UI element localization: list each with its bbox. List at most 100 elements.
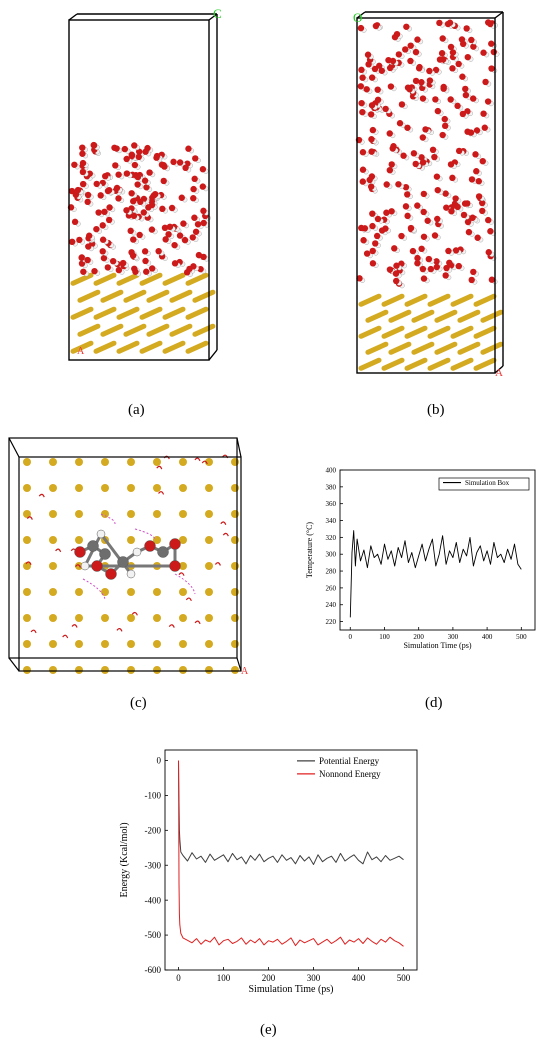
oxygen-atom (361, 225, 369, 232)
oxygen-atom (480, 110, 487, 117)
oxygen-atom (128, 190, 135, 197)
oxygen-atom (359, 74, 366, 81)
oxygen-atom (473, 127, 481, 134)
oxygen-atom (469, 95, 477, 102)
caption-a: (a) (128, 402, 145, 418)
oxygen-atom (402, 203, 410, 210)
box-label-c: C (213, 6, 222, 21)
y-axis-label: Temperature (°C) (305, 522, 314, 579)
gold-rod (473, 357, 497, 371)
oxygen-atom (85, 232, 93, 239)
x-tick-label: 100 (379, 633, 390, 641)
oxygen-atom (176, 159, 184, 166)
oxygen-atom (392, 270, 400, 277)
gold-atom (127, 458, 135, 466)
oxygen-atom (488, 276, 496, 283)
oxygen-atom (418, 154, 425, 161)
gold-rod (480, 309, 504, 323)
oxygen-atom (419, 265, 427, 273)
gold-atom (179, 614, 187, 622)
oxygen-atom (460, 211, 468, 219)
hydrogen-bond (134, 528, 156, 540)
oxygen-atom (115, 266, 123, 274)
gold-atom (75, 458, 83, 466)
oxygen-atom (91, 560, 103, 572)
water-fragment (222, 532, 229, 537)
gold-atom (127, 510, 135, 518)
caption-b: (b) (427, 402, 445, 418)
oxygen-atom (404, 212, 411, 220)
oxygen-atom (183, 269, 191, 276)
gold-rod (123, 323, 147, 337)
gold-atom (205, 666, 213, 674)
gold-atom (231, 484, 239, 492)
oxygen-atom (468, 36, 475, 44)
legend-label: Nonnond Energy (319, 769, 381, 779)
oxygen-atom (418, 79, 425, 86)
oxygen-atom (402, 46, 409, 53)
gold-slab-rods (70, 272, 216, 354)
water-fragment (25, 561, 32, 565)
chart-d-temperature: 0 100 200 300 400 500 220 240 260 280 300 320 340 360… (305, 466, 536, 650)
oxygen-atom (472, 151, 479, 158)
oxygen-atom (356, 275, 363, 282)
box-label-a: A (495, 367, 503, 379)
gold-atom (101, 614, 109, 622)
gold-atom (179, 536, 187, 544)
oxygen-atom (412, 48, 420, 56)
gold-atom (49, 536, 57, 544)
gold-atom (49, 588, 57, 596)
oxygen-atom (84, 191, 92, 199)
oxygen-atom (469, 214, 476, 221)
oxygen-atom (141, 248, 149, 255)
oxygen-atom (391, 245, 398, 252)
oxygen-atom (191, 175, 198, 183)
gold-atom (23, 666, 31, 674)
gold-atom (153, 458, 161, 466)
oxygen-atom (398, 101, 406, 108)
oxygen-atom (487, 20, 494, 28)
gold-rod (457, 341, 481, 355)
oxygen-atom (79, 159, 87, 167)
box-label-a: A (77, 346, 85, 357)
gold-atom (49, 458, 57, 466)
oxygen-atom (374, 86, 381, 93)
oxygen-atom (162, 236, 169, 243)
y-tick-label: -200 (145, 825, 162, 835)
gold-atom (205, 588, 213, 596)
oxygen-atom (357, 83, 365, 90)
panel-b-slab-model: O A (353, 10, 504, 379)
gold-atom (75, 640, 83, 648)
oxygen-atom (143, 184, 150, 191)
oxygen-atom (373, 232, 381, 240)
oxygen-atom (402, 183, 410, 191)
oxygen-atom (462, 91, 470, 99)
oxygen-atom (371, 65, 379, 73)
water-fragment (116, 628, 123, 632)
oxygen-atom (128, 152, 136, 160)
oxygen-atom (409, 247, 417, 255)
oxygen-atom (452, 195, 459, 202)
oxygen-atom (76, 236, 83, 244)
oxygen-atom (180, 220, 187, 227)
oxygen-atom (455, 147, 463, 155)
gold-rod (93, 272, 117, 286)
simulation-box-frame (8, 437, 242, 672)
series-line-1 (178, 760, 404, 947)
oxygen-atom (369, 260, 377, 267)
gold-rod (146, 323, 170, 337)
y-tick-label: -400 (145, 895, 162, 905)
oxygen-atom (80, 268, 87, 275)
gold-atom (153, 666, 161, 674)
water-fragment (194, 620, 201, 625)
oxygen-atom (420, 208, 427, 216)
oxygen-atom (90, 142, 98, 149)
gold-atom (127, 536, 135, 544)
y-tick-label: -600 (145, 965, 162, 975)
adsorbed-molecule (74, 513, 196, 600)
oxygen-atom (389, 57, 397, 65)
oxygen-atom (420, 233, 428, 240)
oxygen-atom (447, 161, 455, 168)
oxygen-atom (468, 176, 476, 183)
gold-atom (23, 614, 31, 622)
